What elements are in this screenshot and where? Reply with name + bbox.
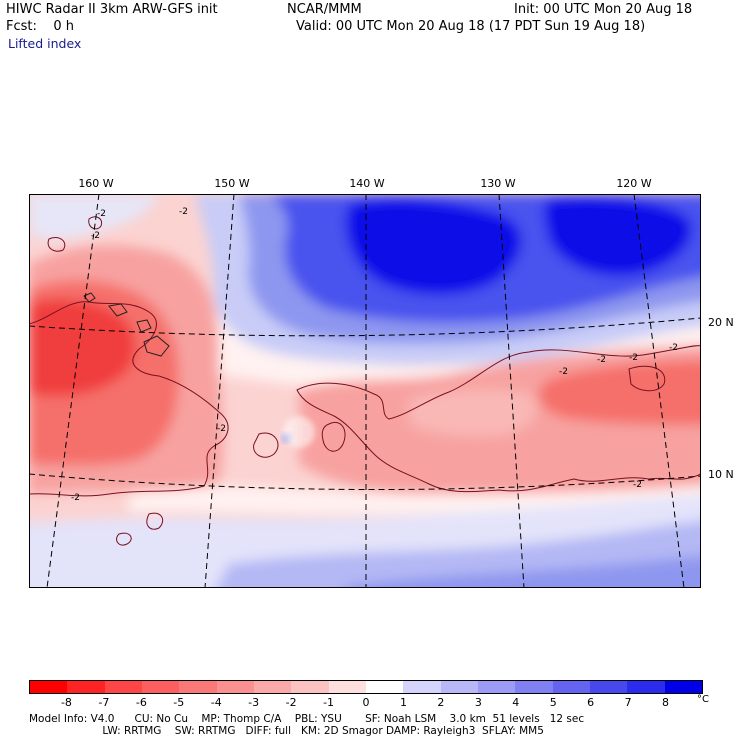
colorbar-segment [141, 681, 180, 693]
colorbar-tick-label: 4 [512, 696, 520, 709]
model-info-line1: Model Info: V4.0 CU: No Cu MP: Thomp C/A… [29, 713, 585, 725]
colorbar-segment [440, 681, 478, 693]
colorbar-tick-label: 7 [624, 696, 632, 709]
colorbar-segment [365, 681, 404, 693]
graticule-lon-120w [633, 194, 685, 588]
organization-label: NCAR/MMM [287, 2, 362, 17]
colorbar-tick-label: 6 [587, 696, 595, 709]
contour-label-5: -2 [597, 355, 606, 365]
lon-label-160w: 160 W [78, 177, 114, 190]
graticule-lon-160w [46, 194, 100, 588]
contour-label-9: -2 [633, 480, 642, 490]
colorbar-tick-label: -5 [173, 696, 185, 709]
valid-time: Valid: 00 UTC Mon 20 Aug 18 (17 PDT Sun … [296, 19, 646, 34]
lon-label-130w: 130 W [480, 177, 516, 190]
lon-label-150w: 150 W [214, 177, 250, 190]
contour-label-6: -2 [629, 353, 638, 363]
contour-label-1: -2 [97, 209, 106, 219]
model-title: HIWC Radar II 3km ARW-GFS init [6, 2, 218, 17]
colorbar-tick-label: -6 [135, 696, 147, 709]
colorbar-tick-label: 2 [437, 696, 445, 709]
colorbar-unit: °C [697, 694, 709, 705]
colorbar-segment [589, 681, 628, 693]
field-name: Lifted index [8, 36, 82, 51]
colorbar-segment [664, 681, 702, 693]
contour-label-4: -2 [217, 424, 226, 434]
colorbar-segment [515, 681, 553, 693]
colorbar-tick-label: -7 [98, 696, 110, 709]
contour-label-8: -2 [559, 367, 568, 377]
lat-label-20n: 20 N [708, 316, 734, 329]
graticule-lat-10n [29, 473, 701, 490]
contour-west [29, 301, 229, 497]
colorbar-tick-label: 0 [362, 696, 370, 709]
colorbar-segment [30, 681, 68, 693]
lon-label-120w: 120 W [616, 177, 652, 190]
cool-region-deep [345, 198, 522, 295]
contour-label-3: -2 [91, 231, 100, 241]
colorbar-tick-label: -1 [323, 696, 335, 709]
colorbar-tick-label: 1 [399, 696, 407, 709]
contour-label-10: -2 [71, 493, 80, 503]
colorbar-tick-label: -4 [210, 696, 222, 709]
contour-label-2: -2 [179, 207, 188, 217]
colorbar-tick-label: -3 [248, 696, 260, 709]
colorbar-tick-label: 5 [549, 696, 557, 709]
colorbar-tick-label: -2 [285, 696, 297, 709]
graticule-lon-130w [498, 194, 525, 588]
graticule-lon-150w [204, 194, 235, 588]
colorbar-segment [104, 681, 142, 693]
forecast-hour: Fcst: 0 h [6, 19, 75, 34]
colorbar-segment [179, 681, 217, 693]
colorbar-segment [403, 681, 441, 693]
colorbar-tick-label: 8 [662, 696, 670, 709]
contour-label-7: -2 [669, 343, 678, 353]
colorbar-segment [552, 681, 590, 693]
colorbar-segment [67, 681, 105, 693]
init-time: Init: 00 UTC Mon 20 Aug 18 [514, 2, 693, 17]
colorbar-tick-label: -8 [60, 696, 72, 709]
lon-label-140w: 140 W [349, 177, 385, 190]
hawaii-coast [83, 292, 170, 357]
graticule-lat-20n [29, 317, 701, 337]
colorbar-segment [291, 681, 329, 693]
colorbar [29, 680, 703, 694]
colorbar-segment [216, 681, 254, 693]
colorbar-segment [627, 681, 665, 693]
lat-label-10n: 10 N [708, 468, 734, 481]
colorbar-segment [477, 681, 516, 693]
lifted-index-map: -2 -2 -2 -2 -2 -2 -2 -2 -2 -2 [29, 194, 701, 588]
colorbar-segment [253, 681, 292, 693]
colorbar-tick-label: 3 [474, 696, 482, 709]
colorbar-segment [328, 681, 366, 693]
model-info-line2: LW: RRTMG SW: RRTMG DIFF: full KM: 2D Sm… [29, 725, 544, 737]
